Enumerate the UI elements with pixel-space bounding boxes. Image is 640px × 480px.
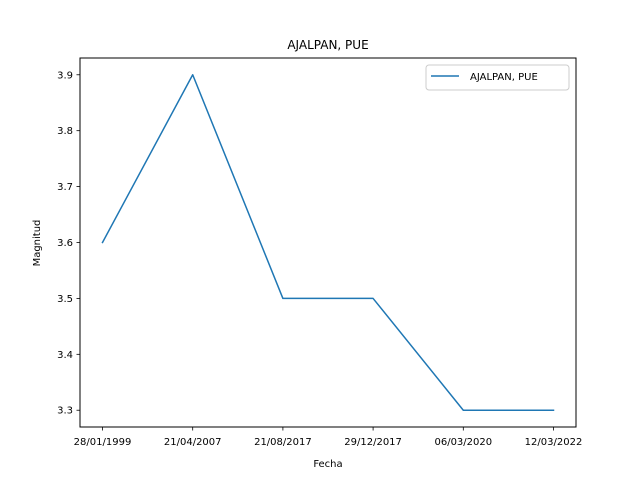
x-tick-label: 06/03/2020 (434, 437, 492, 448)
x-tick-label: 21/08/2017 (254, 437, 312, 448)
y-tick-label: 3.8 (57, 126, 73, 137)
x-tick-label: 28/01/1999 (74, 437, 132, 448)
x-axis-label: Fecha (313, 459, 342, 470)
x-axis-ticks: 28/01/1999 21/04/2007 21/08/2017 29/12/2017… (74, 427, 583, 448)
y-tick-label: 3.6 (57, 238, 73, 249)
y-axis-label: Magnitud (32, 220, 43, 267)
y-tick-label: 3.5 (57, 294, 73, 305)
chart-title: AJALPAN, PUE (287, 38, 368, 52)
legend: AJALPAN, PUE (425, 64, 570, 91)
y-tick-label: 3.4 (57, 350, 73, 361)
y-tick-label: 3.3 (57, 406, 73, 417)
legend-label: AJALPAN, PUE (470, 72, 538, 83)
series-lines (101, 74, 555, 411)
y-tick-label: 3.7 (57, 182, 73, 193)
y-tick-label: 3.9 (57, 70, 73, 81)
y-axis-ticks: 3.3 3.4 3.5 3.6 3.7 3.8 3.9 (57, 70, 80, 417)
series-line-0 (101, 74, 555, 411)
plot-frame (79, 57, 577, 428)
x-tick-label: 12/03/2022 (525, 437, 583, 448)
x-tick-label: 29/12/2017 (344, 437, 402, 448)
x-tick-label: 21/04/2007 (164, 437, 222, 448)
legend-box (425, 64, 570, 91)
